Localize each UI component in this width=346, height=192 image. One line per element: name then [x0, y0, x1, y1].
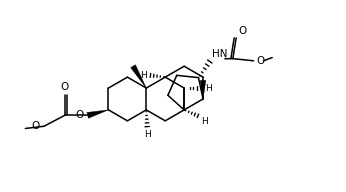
Text: HN: HN: [212, 49, 228, 59]
Text: H: H: [205, 84, 211, 93]
Polygon shape: [87, 110, 108, 118]
Text: O: O: [75, 110, 84, 120]
Text: H: H: [201, 118, 208, 127]
Text: H: H: [144, 130, 151, 139]
Polygon shape: [200, 80, 206, 99]
Text: O: O: [257, 56, 265, 66]
Text: H: H: [140, 71, 147, 80]
Polygon shape: [131, 65, 146, 88]
Text: O: O: [61, 82, 69, 92]
Text: O: O: [32, 121, 40, 131]
Text: O: O: [238, 26, 246, 36]
